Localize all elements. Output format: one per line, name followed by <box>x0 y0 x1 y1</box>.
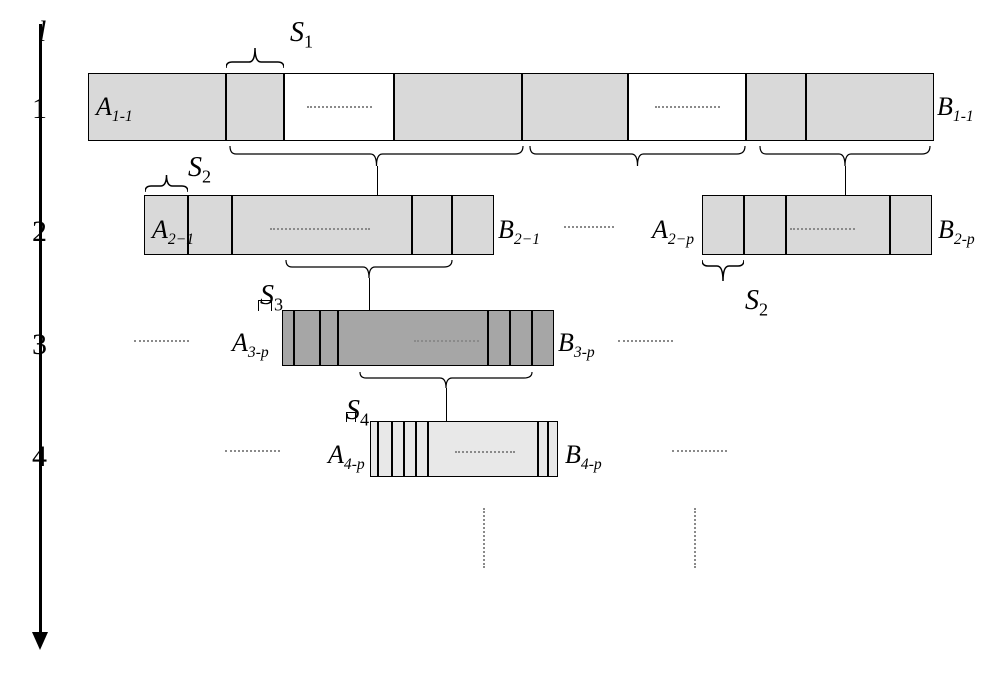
row1-cell-4 <box>522 73 628 141</box>
row1-cell-3 <box>394 73 522 141</box>
row2b-cell-0 <box>702 195 744 255</box>
label-B4-p: B4-p <box>565 440 602 474</box>
label-B2-p: B2-p <box>938 215 975 249</box>
label-S2a: S2 <box>188 152 211 188</box>
ellipsis-h-1 <box>655 106 720 108</box>
ellipsis-v-1 <box>694 508 696 568</box>
label-B1-1: B1-1 <box>937 92 974 126</box>
row2a-cell-4 <box>452 195 494 255</box>
ellipsis-h-8 <box>618 340 673 342</box>
axis-label-l: l <box>38 15 46 49</box>
level-number-4: 4 <box>32 440 47 474</box>
row2b-cell-2 <box>786 195 890 255</box>
row3-cell-5 <box>510 310 532 366</box>
row3-cell-0 <box>282 310 294 366</box>
row3-cell-3 <box>338 310 488 366</box>
row2b-cell-3 <box>890 195 932 255</box>
row2a-cell-2 <box>232 195 412 255</box>
row4-cell-1 <box>378 421 392 477</box>
row4-cell-2 <box>392 421 404 477</box>
brace-s-0 <box>226 45 284 74</box>
brace-s-2 <box>145 172 188 198</box>
ellipsis-h-10 <box>672 450 727 452</box>
label-B2−1: B2−1 <box>498 215 540 249</box>
row3-cell-4 <box>488 310 510 366</box>
ellipsis-h-4 <box>790 228 855 230</box>
ellipsis-h-3 <box>564 226 614 228</box>
row2b-cell-1 <box>744 195 786 255</box>
ellipsis-v-0 <box>483 508 485 568</box>
row4-cell-0 <box>370 421 378 477</box>
level-number-1: 1 <box>32 92 47 126</box>
label-A2−1: A2−1 <box>152 215 194 249</box>
label-B3-p: B3-p <box>558 328 595 362</box>
s-mark-1 <box>346 412 356 422</box>
row1-cell-7 <box>806 73 934 141</box>
brace-s-1 <box>702 257 744 287</box>
ellipsis-h-2 <box>270 228 370 230</box>
connector-2 <box>845 166 846 195</box>
row2a-cell-3 <box>412 195 452 255</box>
row4-cell-5 <box>428 421 538 477</box>
ellipsis-h-5 <box>414 340 479 342</box>
ellipsis-h-7 <box>134 340 189 342</box>
label-A4-p: A4-p <box>328 440 365 474</box>
level-number-3: 3 <box>32 328 47 362</box>
row4-cell-4 <box>416 421 428 477</box>
label-S1: S1 <box>290 17 313 53</box>
row1-cell-6 <box>746 73 806 141</box>
label-S2b: S2 <box>745 285 768 321</box>
row3-cell-6 <box>532 310 554 366</box>
row2a-cell-1 <box>188 195 232 255</box>
level-axis-arrowhead <box>32 632 48 650</box>
ellipsis-h-9 <box>225 450 280 452</box>
s-mark-0 <box>258 300 272 311</box>
row4-cell-7 <box>548 421 558 477</box>
level-number-2: 2 <box>32 215 47 249</box>
row3-cell-2 <box>320 310 338 366</box>
connector-3 <box>369 278 370 310</box>
ellipsis-h-0 <box>307 106 372 108</box>
label-A3-p: A3-p <box>232 328 269 362</box>
row4-cell-3 <box>404 421 416 477</box>
label-A1-1: A1-1 <box>96 92 133 126</box>
connector-0 <box>377 166 378 195</box>
under-brace-1 <box>528 144 747 170</box>
row4-cell-6 <box>538 421 548 477</box>
row3-cell-1 <box>294 310 320 366</box>
row1-cell-1 <box>226 73 284 141</box>
connector-4 <box>446 388 447 421</box>
label-A2−p: A2−p <box>652 215 694 249</box>
ellipsis-h-6 <box>455 451 515 453</box>
